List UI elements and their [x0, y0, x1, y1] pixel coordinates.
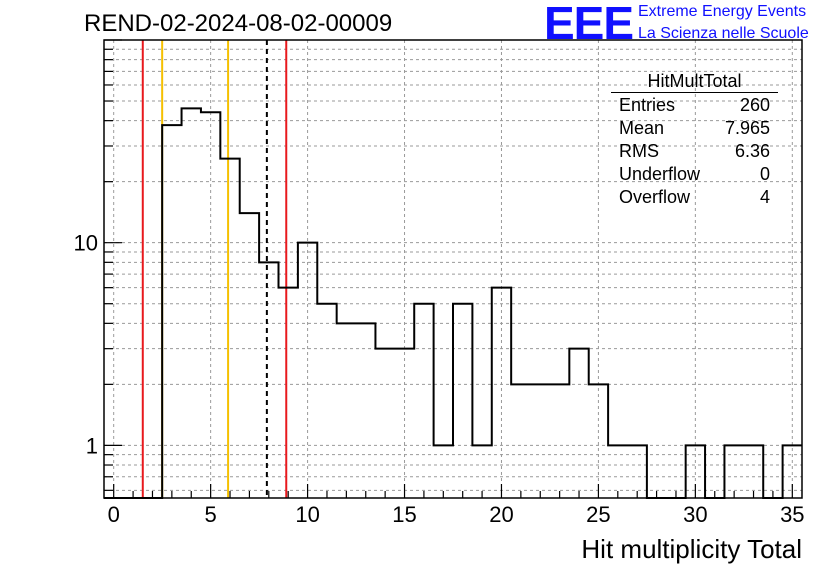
histogram-bin — [356, 323, 375, 498]
x-tick-label: 0 — [108, 502, 120, 527]
histogram-outline — [104, 107, 802, 499]
histogram-bin — [162, 125, 181, 498]
logo-line-2: La Scienza nelle Scuole — [638, 25, 809, 42]
histogram-bin — [279, 288, 298, 498]
histogram-bin — [395, 349, 414, 498]
histogram-bin — [220, 159, 239, 498]
histogram-bin — [298, 243, 317, 498]
stats-row-rms: RMS 6.36 — [611, 140, 778, 163]
histogram-bin — [492, 288, 511, 498]
histogram-bin — [259, 262, 278, 498]
x-tick-label: 30 — [683, 502, 707, 527]
stats-title: HitMultTotal — [647, 71, 742, 91]
histogram-bin — [724, 445, 743, 498]
histogram-bin — [511, 384, 530, 498]
histogram-bin — [550, 384, 569, 498]
histogram-bin — [453, 304, 472, 498]
histogram-bin — [337, 323, 356, 498]
histogram-bin — [628, 445, 647, 498]
histogram-bin — [182, 108, 201, 498]
histogram-bin — [589, 384, 608, 498]
logo-line-1: Extreme Energy Events — [638, 3, 807, 20]
x-axis-label: Hit multiplicity Total — [581, 534, 802, 564]
stats-row-entries: Entries 260 — [611, 94, 778, 117]
histogram-bin — [434, 445, 453, 498]
stats-value: 4 — [759, 187, 770, 207]
x-tick-label: 20 — [489, 502, 513, 527]
stats-label: Mean — [619, 118, 665, 138]
histogram-bin — [472, 445, 491, 498]
stats-label: Underflow — [619, 164, 701, 184]
x-tick-label: 15 — [392, 502, 416, 527]
eee-logo-mark: EEE — [544, 0, 634, 49]
histogram-bin — [531, 384, 550, 498]
chart-title: REND-02-2024-08-02-00009 — [84, 10, 393, 37]
stats-box: HitMultTotal Entries 260 Mean 7.965 RMS … — [611, 70, 778, 209]
histogram-bin — [414, 304, 433, 498]
x-tick-label: 35 — [780, 502, 804, 527]
stats-label: Entries — [619, 95, 676, 115]
histogram-bin — [608, 445, 627, 498]
stats-value: 7.965 — [724, 118, 770, 138]
x-tick-label: 25 — [586, 502, 610, 527]
histogram-bin — [240, 213, 259, 498]
y-tick-label: 1 — [86, 433, 98, 458]
stats-row-overflow: Overflow 4 — [611, 186, 778, 209]
plot-frame — [103, 39, 803, 499]
histogram-bin — [375, 349, 394, 498]
stats-row-mean: Mean 7.965 — [611, 117, 778, 140]
stats-label: Overflow — [619, 187, 691, 207]
stats-label: RMS — [619, 141, 659, 161]
stats-rule — [611, 92, 778, 93]
x-tick-label: 10 — [295, 502, 319, 527]
histogram-bin — [317, 304, 336, 498]
y-tick-label: 10 — [74, 231, 98, 256]
stats-value: 6.36 — [734, 141, 770, 161]
stats-row-underflow: Underflow 0 — [611, 163, 778, 186]
x-tick-label: 5 — [205, 502, 217, 527]
histogram-bin — [569, 349, 588, 498]
histogram-bin — [744, 445, 763, 498]
histogram-bin — [201, 112, 220, 498]
stats-value: 0 — [759, 164, 770, 184]
stats-value: 260 — [739, 95, 770, 115]
